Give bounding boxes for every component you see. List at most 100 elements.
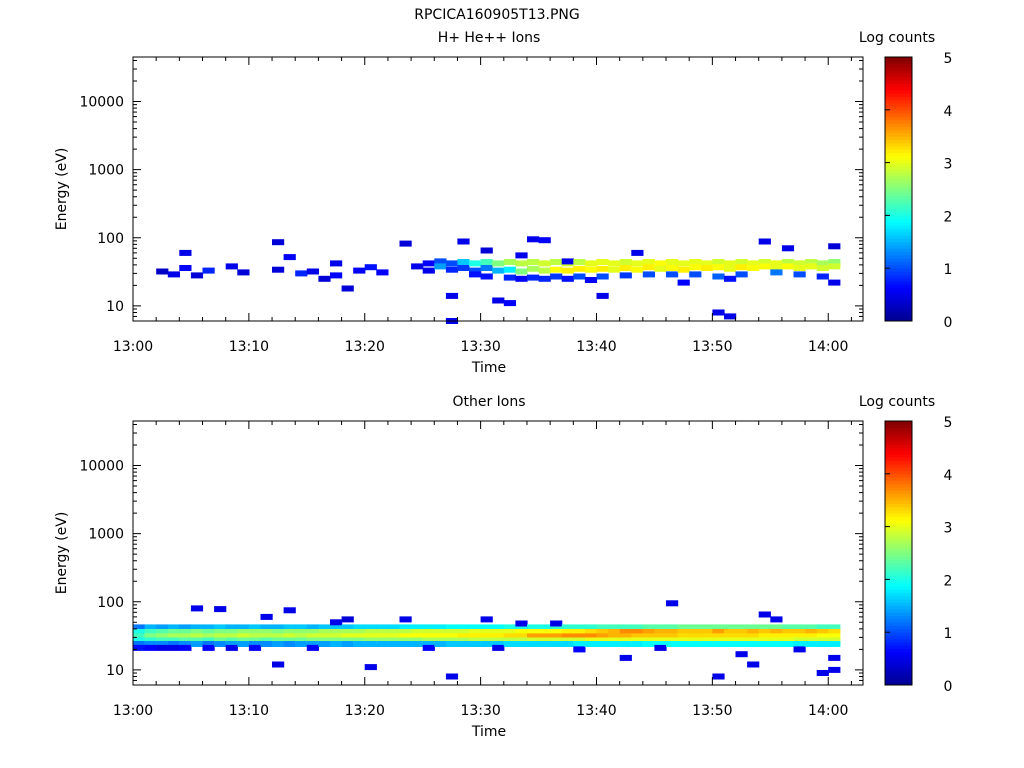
heatmap-cell-59	[248, 624, 262, 631]
heatmap-cell-95	[318, 629, 331, 635]
x-tick-label: 13:10	[229, 339, 269, 355]
heatmap-cell-106	[724, 275, 737, 282]
heatmap-cell-36	[480, 259, 493, 265]
x-tick-label: 13:00	[113, 339, 153, 355]
heatmap-cell-17	[353, 267, 366, 274]
colorbar-step	[885, 139, 912, 144]
heatmap-cell-227	[596, 633, 609, 640]
heatmap-cell-302	[758, 629, 771, 635]
heatmap-cell-102	[712, 273, 725, 280]
heatmap-cell-24	[179, 624, 192, 631]
colorbar-step	[885, 142, 912, 147]
heatmap-cell-264	[677, 629, 690, 635]
heatmap-cell-79	[619, 265, 632, 271]
heatmap-cell-333	[816, 641, 829, 647]
heatmap-cell-68	[260, 637, 273, 644]
colorbar-step	[885, 149, 912, 154]
heatmap-cell-281	[712, 637, 725, 644]
heatmap-cell-133	[399, 629, 412, 635]
colorbar-step	[885, 652, 912, 656]
colorbar-step	[885, 496, 912, 501]
colorbar-step	[885, 516, 912, 521]
colorbar-step	[885, 586, 912, 590]
colorbar-label: Log counts	[859, 30, 935, 46]
heatmap-cell-168	[469, 637, 482, 644]
colorbar-step	[885, 529, 912, 534]
colorbar-step	[885, 156, 912, 160]
heatmap-cell-253	[654, 633, 667, 640]
colorbar-step	[885, 172, 912, 177]
heatmap-cell-317	[781, 641, 795, 647]
heatmap-cell-169	[469, 641, 482, 647]
heatmap-cell-170	[480, 624, 493, 631]
heatmap-cell-76	[608, 260, 621, 267]
heatmap-cell-5	[133, 644, 146, 651]
heatmap-cell-330	[816, 629, 829, 635]
heatmap-cell-189	[515, 633, 528, 640]
x-axis-label: Time	[471, 724, 506, 740]
colorbar-step	[885, 450, 912, 455]
heatmap-cell-0	[156, 268, 169, 275]
colorbar-step	[885, 165, 912, 170]
heatmap-cell-221	[584, 629, 598, 635]
heatmap-cell-213	[561, 641, 574, 647]
colorbar-step	[885, 66, 912, 71]
heatmap-cell-30	[457, 259, 470, 265]
heatmap-cell-130	[828, 259, 841, 265]
colorbar-step	[885, 231, 912, 236]
y-tick-label: 1000	[88, 527, 124, 543]
heatmap-cell-103	[712, 309, 725, 316]
heatmap-cell-113	[758, 259, 771, 265]
heatmap-cell-32	[190, 633, 204, 640]
heatmap-cell-27	[179, 637, 192, 644]
heatmap-cell-102	[330, 637, 343, 644]
heatmap-cell-216	[573, 633, 586, 640]
heatmap-cell-57	[538, 275, 551, 282]
heatmap-cell-14	[330, 260, 343, 267]
heatmap-cell-255	[654, 641, 667, 647]
heatmap-cell-225	[596, 624, 609, 631]
colorbar-step	[885, 218, 912, 223]
colorbar-step	[885, 185, 912, 190]
heatmap-cell-141	[411, 637, 424, 644]
heatmap-cell-177	[492, 629, 505, 635]
colorbar-step	[885, 572, 912, 577]
heatmap-cell-179	[492, 637, 505, 644]
colorbar-step	[885, 536, 912, 541]
heatmap-cell-34	[469, 267, 482, 274]
heatmap-cell-89	[666, 259, 679, 265]
heatmap-cell-147	[422, 641, 435, 647]
heatmap-cell-17	[156, 644, 169, 651]
heatmap-cell-136	[399, 641, 412, 647]
heatmap-cell-244	[631, 637, 644, 644]
heatmap-cell-181	[492, 644, 505, 651]
heatmap-cell-150	[434, 629, 447, 635]
colorbar-step	[885, 245, 912, 249]
heatmap-cell-61	[550, 273, 563, 280]
heatmap-cell-107	[724, 313, 737, 320]
heatmap-cell-138	[411, 624, 424, 631]
heatmap-cell-40	[492, 260, 505, 267]
heatmap-cell-196	[527, 637, 540, 644]
colorbar-tick-label: 0	[944, 315, 953, 331]
colorbar-step	[885, 559, 912, 564]
heatmap-cell-91	[306, 637, 319, 644]
heatmap-cell-111	[747, 260, 760, 267]
heatmap-cell-107	[341, 633, 354, 640]
heatmap-cell-92	[306, 641, 319, 647]
heatmap-cell-46	[214, 641, 227, 647]
heatmap-cell-2	[179, 265, 192, 271]
heatmap-cell-268	[689, 624, 702, 631]
heatmap-cell-239	[619, 641, 632, 647]
heatmap-cell-21	[411, 263, 424, 270]
x-tick-label: 13:30	[460, 339, 500, 355]
heatmap-cell-15	[156, 637, 169, 644]
heatmap-cell-300	[747, 661, 760, 668]
heatmap-cell-104	[724, 260, 737, 267]
colorbar-step	[885, 271, 912, 276]
colorbar-step	[885, 543, 912, 547]
heatmap-cell-188	[515, 629, 528, 635]
colorbar-tick-label: 2	[944, 573, 953, 589]
heatmap-cell-33	[469, 260, 482, 267]
heatmap-cell-51	[225, 637, 238, 644]
